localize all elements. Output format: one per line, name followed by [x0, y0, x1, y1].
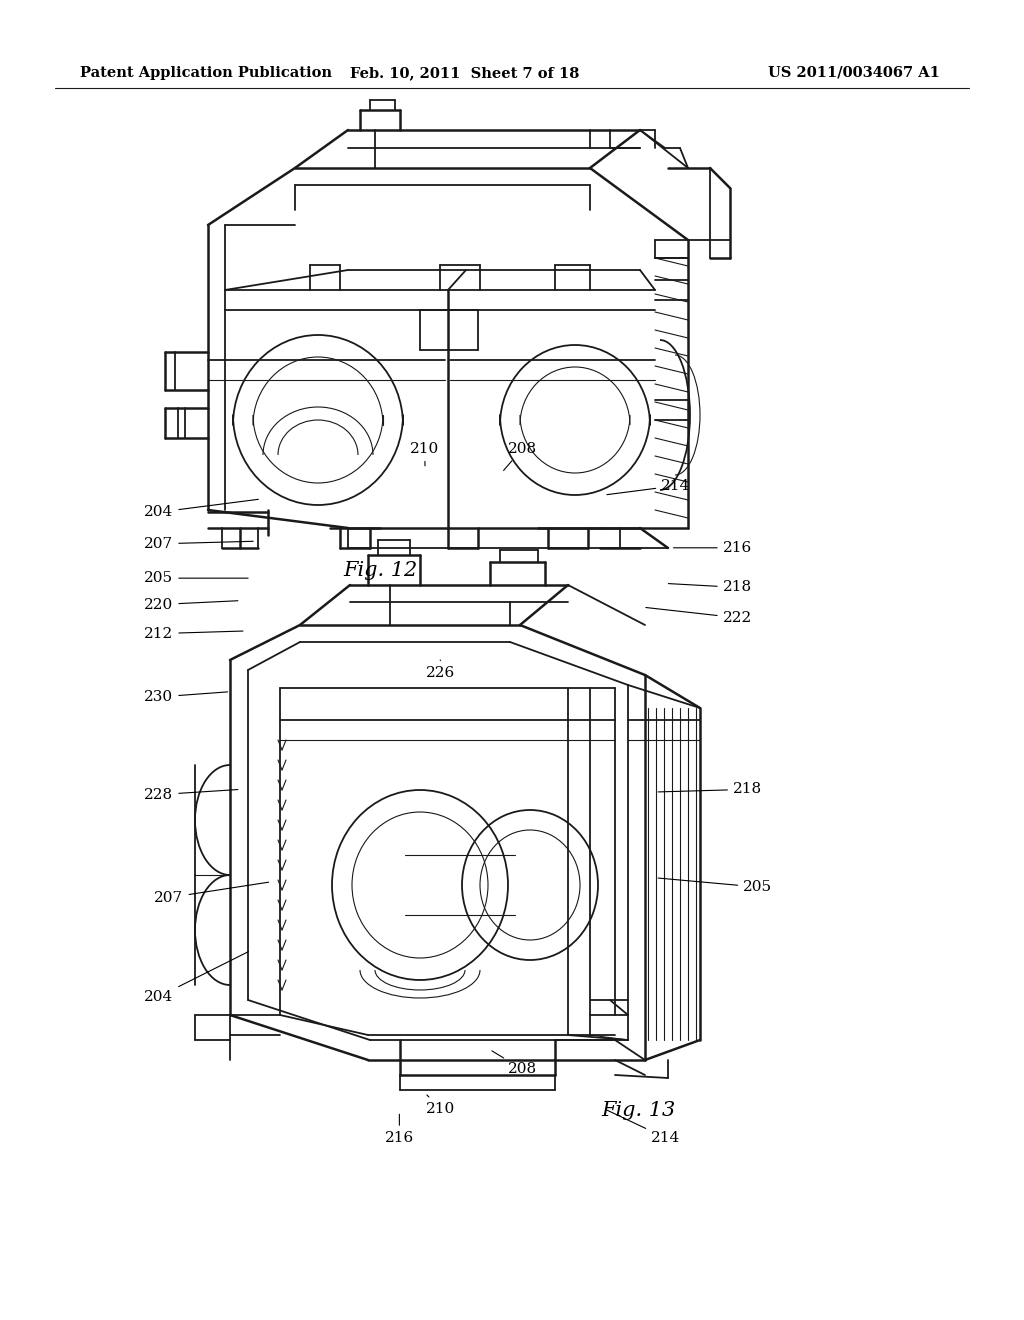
- Text: 226: 226: [426, 660, 455, 680]
- Text: Fig. 13: Fig. 13: [601, 1101, 675, 1119]
- Text: 230: 230: [144, 690, 227, 704]
- Text: 204: 204: [144, 499, 258, 519]
- Text: 220: 220: [144, 598, 238, 611]
- Text: 208: 208: [492, 1051, 537, 1076]
- Text: 210: 210: [411, 442, 439, 466]
- Text: 218: 218: [669, 581, 752, 594]
- Text: Fig. 12: Fig. 12: [343, 561, 417, 579]
- Text: 207: 207: [144, 537, 253, 550]
- Text: 212: 212: [144, 627, 243, 640]
- Text: 208: 208: [504, 442, 537, 470]
- Text: 216: 216: [674, 541, 752, 554]
- Text: Feb. 10, 2011  Sheet 7 of 18: Feb. 10, 2011 Sheet 7 of 18: [350, 66, 580, 81]
- Text: 204: 204: [144, 952, 249, 1003]
- Text: 207: 207: [155, 882, 268, 904]
- Text: 205: 205: [658, 878, 772, 894]
- Text: 228: 228: [144, 788, 238, 801]
- Text: 210: 210: [426, 1096, 455, 1115]
- Text: 222: 222: [646, 607, 752, 624]
- Text: US 2011/0034067 A1: US 2011/0034067 A1: [768, 66, 940, 81]
- Text: Patent Application Publication: Patent Application Publication: [80, 66, 332, 81]
- Text: 214: 214: [606, 1110, 680, 1144]
- Text: 214: 214: [607, 479, 690, 495]
- Text: 205: 205: [144, 572, 248, 585]
- Text: 216: 216: [385, 1114, 414, 1144]
- Text: 218: 218: [658, 783, 762, 796]
